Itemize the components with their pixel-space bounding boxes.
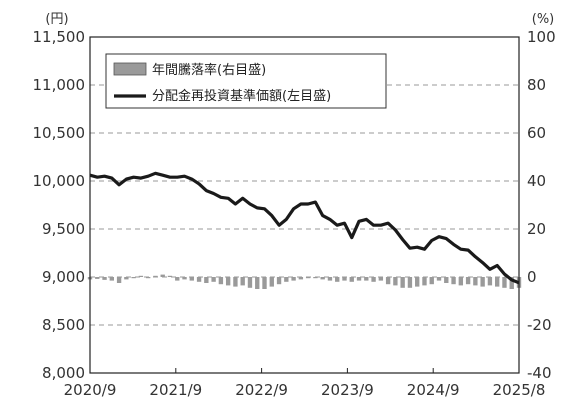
return-bar [175,277,180,281]
return-bar [364,277,369,281]
return-bar [124,277,129,280]
return-bar [116,277,122,283]
return-bar [349,277,354,282]
x-tick-label: 2022/9 [235,381,288,399]
left-tick-label: 9,000 [42,268,85,286]
return-bar [509,277,514,289]
return-bar [429,277,434,285]
legend-box [105,53,387,109]
return-bar [473,277,478,286]
return-bar [393,277,398,286]
return-bar [313,277,318,279]
left-axis-tick-labels: 8,000 8,500 9,000 9,500 10,000 10,500 11,000 11… [33,28,86,382]
return-bar [284,277,289,282]
return-bar [495,277,500,287]
return-bar [196,277,202,282]
return-bar [305,277,311,279]
return-bar [502,277,507,288]
return-bar [109,277,114,281]
right-tick-label: 80 [527,76,546,94]
right-axis-tick-labels: -40 -20 0 20 40 60 80 100 [527,28,556,382]
return-bar [276,277,282,285]
return-bar [255,277,260,289]
return-bar [320,277,325,280]
return-bar [342,277,347,281]
return-bar [371,277,376,282]
return-bar [218,277,224,285]
return-bar [269,277,274,287]
return-bar [131,277,136,279]
right-tick-label: 20 [527,220,546,238]
return-bar [145,277,151,279]
return-bar [182,277,187,280]
return-bar [465,277,471,285]
return-bar [167,275,173,277]
return-bar [415,277,420,287]
return-bar [400,277,405,288]
return-bar [204,277,209,283]
return-bar [451,277,456,285]
return-bar [240,277,245,286]
x-tick-label: 2025/8 [493,381,546,399]
left-axis-unit: (円) [45,12,68,27]
right-axis-unit: (%) [532,12,555,27]
return-bar [385,277,391,285]
left-tick-label: 10,000 [33,172,86,190]
return-bar [138,275,144,277]
return-bar [160,274,165,277]
return-bar [436,277,442,281]
right-tick-label: 60 [527,124,546,142]
return-bar [480,277,485,287]
return-bar [247,277,253,288]
x-tick-label: 2023/9 [321,381,374,399]
legend: 年間騰落率(右目盛) 分配金再投資基準価額(左目盛) [105,53,387,109]
legend-line-label: 分配金再投資基準価額(左目盛) [152,88,331,104]
return-bar [378,277,384,281]
left-tick-label: 9,500 [42,220,85,238]
return-bar [407,277,413,288]
return-bar [189,277,194,281]
left-tick-label: 11,500 [33,28,86,46]
return-bar [102,277,107,280]
return-bar [225,277,231,286]
return-bar [298,277,304,280]
return-bar [153,275,158,277]
legend-bar-label: 年間騰落率(右目盛) [152,62,266,78]
return-bar [487,277,493,286]
return-bar [211,277,216,282]
right-tick-label: -40 [527,364,552,382]
return-bar [327,277,333,281]
x-axis-tick-labels: 2020/9 2021/9 2022/9 2023/9 2024/9 2025/8 [64,368,546,399]
x-tick-label: 2020/9 [64,381,117,399]
right-tick-label: 100 [527,28,556,46]
right-tick-label: 0 [527,268,537,286]
return-bar [291,277,296,281]
return-bar [95,277,100,279]
right-tick-label: -20 [527,316,552,334]
x-tick-label: 2024/9 [407,381,460,399]
return-bar [444,277,449,283]
x-tick-label: 2021/9 [149,381,202,399]
left-tick-label: 11,000 [33,76,86,94]
right-tick-label: 40 [527,172,546,190]
return-bar [422,277,427,286]
return-bar [335,277,340,282]
nav-line-layer [89,171,520,285]
return-bar [233,277,238,287]
left-tick-label: 10,500 [33,124,86,142]
return-bar [262,277,267,289]
plot-frame [89,36,520,374]
nav-line [89,171,520,285]
annual-return-bars [87,274,522,289]
return-bar [458,277,464,286]
return-bar [356,277,362,281]
legend-bar-swatch [113,62,147,76]
left-tick-label: 8,000 [42,364,85,382]
left-tick-label: 8,500 [42,316,85,334]
